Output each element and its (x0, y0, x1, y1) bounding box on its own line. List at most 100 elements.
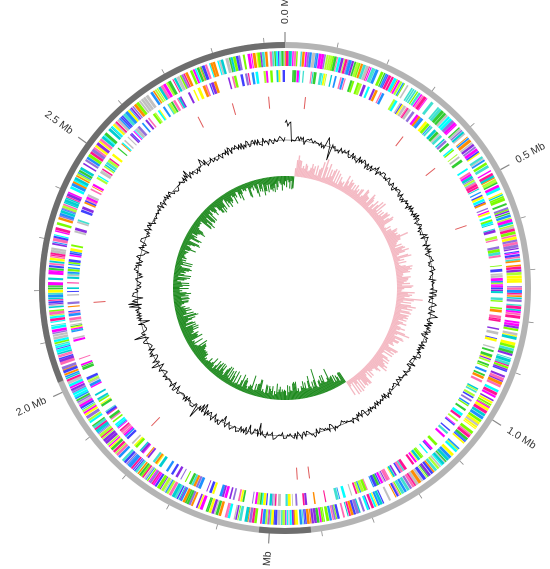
cds-feature (48, 267, 64, 271)
cds-feature (354, 62, 361, 78)
cds-feature (471, 194, 483, 202)
gc-skew-bar (178, 318, 193, 324)
gc-skew-bar (365, 206, 369, 211)
cds-feature (292, 70, 294, 83)
cds-feature (472, 371, 485, 380)
cds-feature (48, 292, 64, 295)
gc-skew-bar (396, 281, 404, 284)
cds-feature (277, 51, 280, 67)
gc-skew-bar (385, 232, 398, 240)
cds-feature (57, 351, 73, 357)
cds-feature (164, 479, 174, 494)
gc-skew-bar (394, 311, 401, 314)
gc-skew-bar (233, 382, 237, 388)
gc-skew-bar (190, 344, 197, 349)
gc-skew-bar (272, 176, 275, 188)
cds-feature (460, 393, 472, 402)
gc-skew-bar (215, 363, 226, 377)
cds-feature (54, 341, 70, 347)
cds-feature (434, 112, 447, 126)
cds-feature (191, 474, 199, 486)
gc-skew-bar (354, 189, 365, 201)
cds-feature (94, 144, 109, 156)
gc-skew-bar (279, 386, 281, 400)
cds-feature (337, 77, 342, 90)
gc-skew-bar (368, 204, 379, 214)
gc-skew-bar (247, 182, 254, 198)
cds-feature (383, 468, 390, 480)
gc-skew-bar (250, 389, 254, 395)
cds-feature (199, 66, 206, 82)
cds-feature (74, 227, 88, 234)
cds-feature (128, 454, 141, 468)
cds-feature (51, 247, 67, 252)
cds-feature (90, 188, 102, 196)
cds-feature (457, 168, 469, 177)
gc-skew-bar (182, 241, 191, 246)
minor-tick (470, 122, 475, 127)
gc-skew-bar (219, 196, 224, 202)
gc-skew-bar (183, 331, 195, 337)
cds-feature (69, 316, 82, 321)
cds-feature (214, 499, 220, 515)
cds-feature (327, 55, 333, 71)
cds-feature (417, 465, 428, 479)
cds-feature (79, 397, 94, 408)
cds-feature (178, 486, 186, 501)
cds-feature (377, 72, 386, 87)
cds-feature (353, 82, 360, 95)
gc-skew-bar (391, 248, 402, 254)
gc-skew-bar (173, 278, 185, 281)
gc-skew-bar (356, 373, 367, 386)
gc-skew-bar (173, 279, 178, 282)
rna-mark (303, 97, 306, 110)
cds-feature (219, 484, 226, 497)
cds-feature (448, 128, 462, 140)
cds-feature (478, 356, 491, 363)
gc-skew-bar (187, 340, 193, 344)
cds-feature (432, 452, 445, 465)
gc-skew-bar (394, 308, 410, 314)
gc-skew-bar (306, 388, 310, 398)
gc-skew-bar (210, 203, 216, 208)
cds-feature (481, 223, 494, 229)
cds-feature (333, 487, 339, 500)
cds-feature (108, 409, 121, 419)
cds-feature (493, 207, 509, 214)
cds-feature (199, 495, 208, 511)
cds-feature (114, 416, 126, 426)
cds-feature (483, 229, 496, 236)
cds-feature (99, 170, 112, 180)
cds-feature (413, 95, 424, 109)
gc-skew-bar (207, 358, 219, 370)
cds-feature (50, 322, 66, 327)
gc-skew-bar (237, 186, 245, 201)
gc-skew-bar (396, 275, 403, 278)
gc-skew-bar (243, 183, 247, 189)
gc-skew-bar (396, 286, 412, 288)
cds-feature (413, 447, 423, 459)
minor-tick (459, 460, 464, 465)
cds-feature (58, 353, 74, 360)
cds-feature (210, 82, 218, 95)
gc-skew-bar (380, 226, 385, 230)
gc-skew-bar (174, 302, 185, 306)
gc-skew-bar (184, 331, 199, 339)
cds-feature (215, 500, 223, 516)
gc-skew-bar (218, 197, 228, 210)
cds-feature (285, 493, 288, 506)
gc-skew-bar (350, 377, 362, 393)
cds-feature (301, 509, 304, 525)
cds-feature (66, 196, 81, 203)
cds-feature (121, 115, 133, 128)
gc-skew-bar (373, 211, 385, 221)
cds-feature (340, 58, 346, 74)
cds-feature (288, 51, 292, 67)
cds-feature (101, 168, 113, 177)
gc-skew-bar (188, 341, 195, 347)
cds-feature (235, 505, 240, 521)
cds-feature (110, 438, 124, 451)
gc-skew-bar (389, 325, 400, 331)
gc-skew-bar (266, 177, 270, 193)
cds-feature (85, 158, 99, 169)
